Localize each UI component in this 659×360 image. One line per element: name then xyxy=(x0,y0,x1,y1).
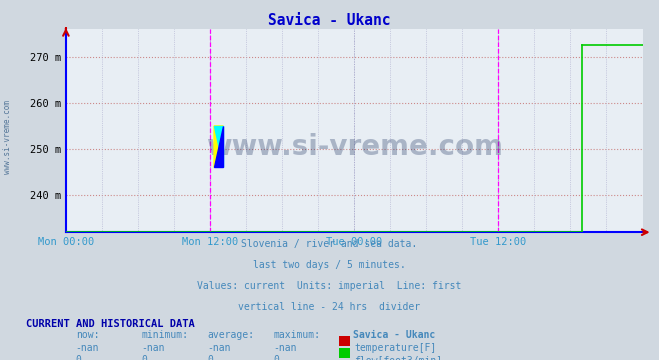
Text: 0: 0 xyxy=(76,355,82,360)
Text: average:: average: xyxy=(208,330,254,341)
Text: Savica - Ukanc: Savica - Ukanc xyxy=(353,330,435,341)
Text: -nan: -nan xyxy=(273,343,297,353)
Text: CURRENT AND HISTORICAL DATA: CURRENT AND HISTORICAL DATA xyxy=(26,319,195,329)
Polygon shape xyxy=(214,126,223,167)
Text: temperature[F]: temperature[F] xyxy=(355,343,437,353)
Text: www.si-vreme.com: www.si-vreme.com xyxy=(206,133,503,161)
Text: 0: 0 xyxy=(208,355,214,360)
Text: -nan: -nan xyxy=(208,343,231,353)
Polygon shape xyxy=(214,126,223,167)
Text: -nan: -nan xyxy=(142,343,165,353)
Text: now:: now: xyxy=(76,330,100,341)
Text: flow[foot3/min]: flow[foot3/min] xyxy=(355,355,443,360)
Text: -nan: -nan xyxy=(76,343,100,353)
Text: maximum:: maximum: xyxy=(273,330,320,341)
Text: Slovenia / river and sea data.: Slovenia / river and sea data. xyxy=(241,239,418,249)
Text: last two days / 5 minutes.: last two days / 5 minutes. xyxy=(253,260,406,270)
Text: 0: 0 xyxy=(142,355,148,360)
Text: www.si-vreme.com: www.si-vreme.com xyxy=(3,100,13,174)
Text: minimum:: minimum: xyxy=(142,330,188,341)
Text: Values: current  Units: imperial  Line: first: Values: current Units: imperial Line: fi… xyxy=(197,281,462,291)
Polygon shape xyxy=(214,126,223,167)
Text: Savica - Ukanc: Savica - Ukanc xyxy=(268,13,391,28)
Text: vertical line - 24 hrs  divider: vertical line - 24 hrs divider xyxy=(239,302,420,312)
Text: 0: 0 xyxy=(273,355,279,360)
